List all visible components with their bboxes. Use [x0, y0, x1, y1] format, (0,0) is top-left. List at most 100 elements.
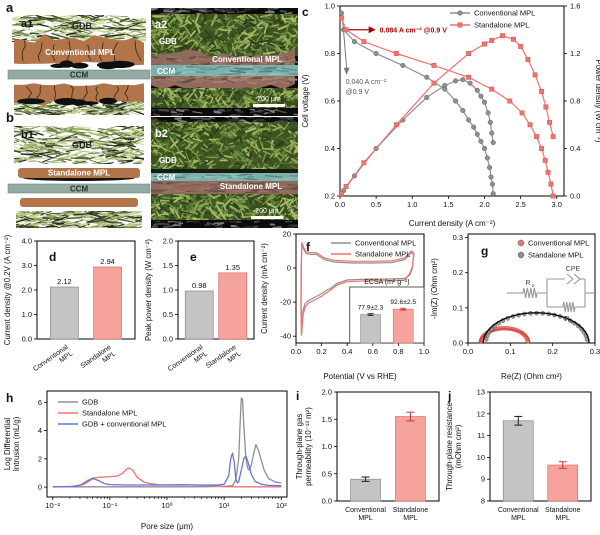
panel-j-resistance-bar-chart: 8 9 10 11 12 13 Through-plane resistance (mOhm …: [445, 388, 592, 522]
axes: 0.0 0.2 0.4 0.6 0.8 1.0 20 0 -20 -40 Potential (V …: [260, 230, 429, 382]
scale-bar: [253, 104, 285, 107]
pore-curve: [52, 467, 282, 488]
svg-text:Intrusion (mL/g): Intrusion (mL/g): [12, 416, 21, 471]
mpl-texture: [151, 182, 298, 193]
edge-strip-bottom: [151, 221, 298, 228]
panel-e-peak-power-bar-chart: 0.0 0.5 1.0 1.5 2.0 Peak power density (W cm⁻…: [144, 237, 255, 380]
svg-text:ConventionalMPL: ConventionalMPL: [167, 344, 209, 380]
eis-arc: [482, 310, 590, 344]
svg-text:0.5: 0.5: [371, 200, 381, 209]
svg-text:permeability (10⁻¹³ m²): permeability (10⁻¹³ m²): [304, 407, 313, 486]
scale-bar: [251, 216, 283, 219]
svg-text:Standalone MPL: Standalone MPL: [474, 21, 529, 30]
svg-text:e: e: [190, 250, 197, 264]
svg-text:0.4: 0.4: [570, 144, 580, 153]
legend: GDB Standalone MPL GDB + conventional MPL: [58, 398, 166, 429]
svg-text:GDB: GDB: [72, 140, 93, 150]
svg-text:GDB: GDB: [82, 398, 98, 407]
svg-text:1.0: 1.0: [22, 310, 32, 319]
svg-text:Log Differential: Log Differential: [3, 418, 12, 471]
panel-h-pore-size-distribution-chart: 10⁻² 10⁻¹ 10⁰ 10¹ 10² 0 2 4 6 Pore size (μm) Log D…: [3, 390, 288, 531]
svg-text:Conventional MPL: Conventional MPL: [355, 239, 416, 248]
svg-text:0: 0: [38, 483, 42, 492]
svg-text:0.5: 0.5: [322, 469, 332, 478]
svg-text:1.0: 1.0: [325, 2, 335, 11]
axes: 0.0 0.1 0.2 0.3 0.0 0.1 0.2 0.3 Re(Z) (Ohm cm²) -…: [430, 233, 600, 381]
svg-text:1.5: 1.5: [322, 415, 332, 424]
svg-text:(mOhm cm²): (mOhm cm²): [454, 424, 463, 468]
svg-text:c: c: [302, 5, 309, 19]
svg-text:Peak power density (W cm⁻²): Peak power density (W cm⁻²): [144, 239, 153, 341]
svg-text:4.0: 4.0: [22, 237, 32, 246]
panel-a-letter: a: [6, 0, 14, 15]
legend: Conventional MPL Standalone MPL: [517, 239, 589, 260]
axes: 10⁻² 10⁻¹ 10⁰ 10¹ 10² 0 2 4 6 Pore size (μm) Log D…: [3, 390, 288, 531]
svg-text:b2: b2: [155, 128, 168, 140]
ccm-texture: [164, 66, 298, 75]
svg-text:0.4: 0.4: [342, 347, 352, 356]
gdb-fibers-top: [14, 126, 144, 164]
svg-text:StandaloneMPL: StandaloneMPL: [545, 507, 581, 522]
standalone-mpl-layer-bottom: [20, 198, 138, 207]
svg-text:200 μm: 200 μm: [255, 208, 279, 215]
ccm-layer: [7, 69, 151, 80]
svg-text:0.2: 0.2: [453, 268, 463, 277]
svg-text:CCM: CCM: [70, 185, 89, 194]
svg-text:-20: -20: [280, 298, 291, 307]
pore-curve: [52, 452, 282, 488]
conventional-mpl-layer-top: [14, 34, 144, 66]
svg-text:0.6: 0.6: [368, 347, 378, 356]
svg-text:0.0: 0.0: [453, 339, 463, 348]
svg-text:1.35: 1.35: [225, 263, 240, 272]
svg-text:CCM: CCM: [70, 71, 89, 80]
svg-text:0.0: 0.0: [22, 335, 32, 344]
svg-text:2.0: 2.0: [163, 237, 173, 246]
sem-image-b2-standalone-mpl: b2 GDB CCM Standalone MPL 200 μm: [151, 117, 298, 228]
svg-text:0.084 A cm⁻² @0.9 V: 0.084 A cm⁻² @0.9 V: [380, 27, 448, 34]
svg-text:0.0: 0.0: [570, 192, 580, 201]
svg-text:0.3: 0.3: [453, 233, 463, 242]
svg-text:Conventional MPL: Conventional MPL: [474, 9, 535, 18]
svg-text:2.5: 2.5: [515, 200, 525, 209]
axes: 0.0 1.0 2.0 3.0 4.0 Current density @0.2V (A …: [3, 234, 136, 345]
svg-text:0.1: 0.1: [505, 347, 515, 356]
svg-text:20: 20: [283, 230, 291, 239]
svg-text:s: s: [532, 283, 535, 289]
svg-text:Current density (mA cm⁻²): Current density (mA cm⁻²): [260, 243, 269, 334]
svg-text:-Im(Z) (Ohm cm²): -Im(Z) (Ohm cm²): [430, 258, 439, 319]
svg-text:b1: b1: [21, 129, 34, 141]
svg-text:a2: a2: [155, 19, 167, 31]
svg-text:77.9±2.3: 77.9±2.3: [358, 305, 384, 312]
svg-text:0.6: 0.6: [325, 97, 335, 106]
Standalone MPL power: [338, 33, 556, 197]
svg-text:R: R: [564, 316, 569, 323]
svg-text:9: 9: [481, 475, 485, 484]
svg-text:12: 12: [477, 409, 485, 418]
svg-text:13: 13: [477, 388, 485, 397]
svg-text:0.0: 0.0: [463, 347, 473, 356]
svg-text:2.0: 2.0: [322, 388, 332, 397]
standalone-mpl-layer-top: [18, 168, 140, 178]
svg-text:CPE: CPE: [566, 266, 581, 273]
svg-text:d: d: [49, 250, 56, 264]
bars: 2.12 ConventionalMPL 2.94 StandaloneMPL: [32, 257, 122, 373]
svg-text:ECSA (m² g⁻¹): ECSA (m² g⁻¹): [364, 279, 409, 286]
panel-g-eis-nyquist-chart: 0.0 0.1 0.2 0.3 0.0 0.1 0.2 0.3 Re(Z) (Ohm cm²) -…: [430, 233, 600, 381]
svg-text:2: 2: [38, 454, 42, 463]
svg-text:GDB + conventional MPL: GDB + conventional MPL: [82, 420, 166, 429]
bars: Conventional MPL Standalone MPL: [345, 411, 428, 522]
panel-i-gas-permeability-bar-chart: 0.0 0.5 1.0 1.5 2.0 Through-plane gas permeabi…: [295, 388, 440, 522]
svg-text:4: 4: [38, 426, 42, 435]
svg-text:92.6±2.5: 92.6±2.5: [390, 299, 416, 306]
svg-text:0.0: 0.0: [291, 347, 301, 356]
svg-text:a1: a1: [21, 18, 33, 30]
ccm-layer: [7, 183, 151, 194]
schematic-b1-standalone-mpl: GDB Standalone MPL CCM b1: [7, 126, 151, 228]
svg-text:0.1: 0.1: [453, 303, 463, 312]
svg-text:0.8: 0.8: [325, 49, 335, 58]
svg-text:0.0: 0.0: [163, 335, 173, 344]
ccm-texture: [151, 174, 298, 180]
svg-text:2.0: 2.0: [479, 200, 489, 209]
svg-text:Cell voltage (V): Cell voltage (V): [301, 74, 310, 128]
svg-text:g: g: [481, 244, 488, 258]
